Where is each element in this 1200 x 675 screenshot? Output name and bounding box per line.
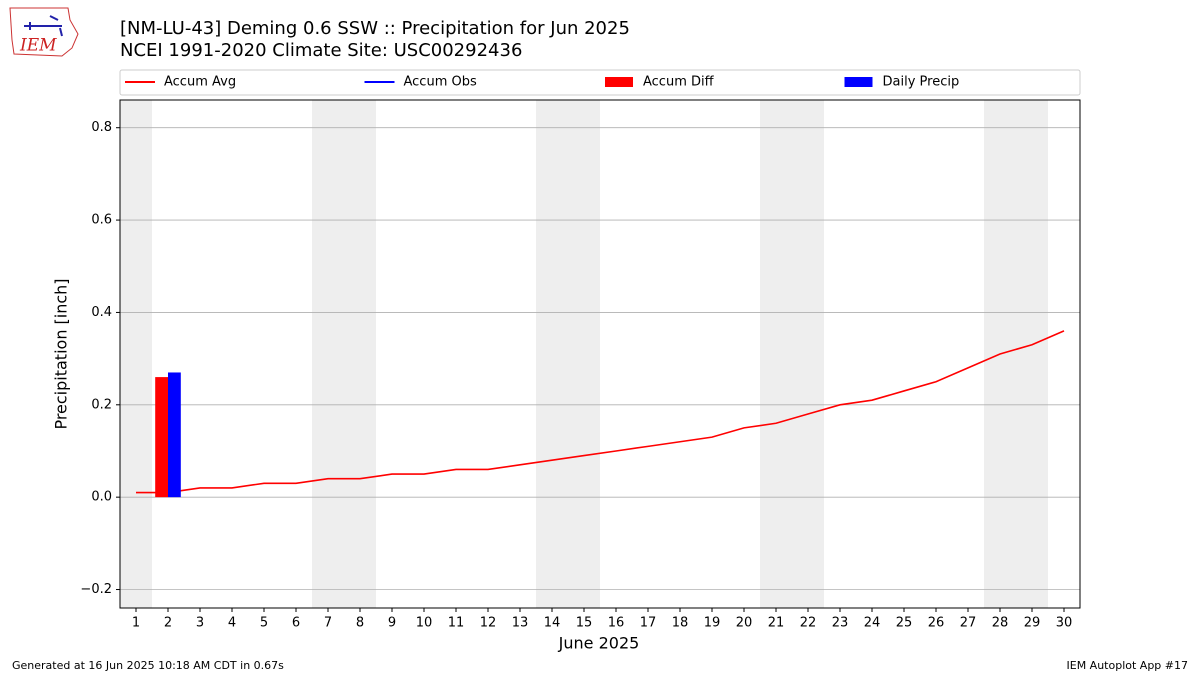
x-tick-label: 25: [896, 616, 913, 631]
x-tick-label: 24: [864, 616, 881, 631]
x-tick-label: 1: [132, 616, 140, 631]
y-tick-label: 0.6: [91, 213, 112, 228]
x-tick-label: 16: [608, 616, 625, 631]
bar: [168, 372, 181, 498]
legend-label: Accum Obs: [404, 75, 477, 90]
logo-outline: [9, 7, 79, 57]
x-tick-label: 3: [196, 616, 204, 631]
weekend-shade: [568, 100, 600, 608]
x-tick-label: 15: [576, 616, 593, 631]
x-tick-label: 17: [640, 616, 657, 631]
legend-label: Accum Diff: [643, 75, 715, 90]
plot-frame: [119, 99, 1081, 609]
legend-swatch: [844, 77, 873, 87]
x-tick-label: 10: [416, 616, 433, 631]
weekend-shade: [760, 100, 792, 608]
x-tick-label: 2: [164, 616, 172, 631]
footer-right: IEM Autoplot App #17: [1067, 659, 1189, 672]
x-tick-label: 22: [800, 616, 817, 631]
footer-left: Generated at 16 Jun 2025 10:18 AM CDT in…: [12, 659, 284, 672]
x-axis-label: June 2025: [558, 634, 640, 653]
y-tick-label: 0.8: [91, 120, 112, 135]
x-tick-label: 11: [448, 616, 465, 631]
x-tick-label: 4: [228, 616, 236, 631]
weekend-shade: [344, 100, 376, 608]
x-tick-label: 18: [672, 616, 689, 631]
legend-label: Accum Avg: [164, 75, 236, 90]
x-tick-label: 30: [1056, 616, 1073, 631]
x-tick-label: 8: [356, 616, 364, 631]
x-tick-label: 7: [324, 616, 332, 631]
x-tick-label: 23: [832, 616, 849, 631]
x-tick-label: 14: [544, 616, 561, 631]
weekend-shade: [120, 100, 152, 608]
x-tick-label: 13: [512, 616, 529, 631]
x-tick-label: 12: [480, 616, 497, 631]
x-tick-label: 29: [1024, 616, 1041, 631]
logo: IEM: [9, 7, 79, 57]
chart-subtitle: NCEI 1991-2020 Climate Site: USC00292436: [120, 40, 522, 61]
y-tick-label: −0.2: [80, 582, 112, 597]
weekend-shade: [792, 100, 824, 608]
x-tick-label: 26: [928, 616, 945, 631]
x-tick-label: 6: [292, 616, 300, 631]
y-tick-label: 0.2: [91, 397, 112, 412]
x-tick-label: 5: [260, 616, 268, 631]
y-tick-label: 0.0: [91, 490, 112, 505]
weekend-shade: [1016, 100, 1048, 608]
weekend-shade: [312, 100, 344, 608]
x-tick-label: 21: [768, 616, 785, 631]
legend-box: [119, 69, 1081, 96]
legend-swatch: [605, 77, 633, 87]
x-tick-label: 27: [960, 616, 977, 631]
line-series: [136, 330, 1065, 494]
x-tick-label: 9: [388, 616, 396, 631]
weekend-shade: [536, 100, 568, 608]
x-tick-label: 28: [992, 616, 1009, 631]
y-axis-label: Precipitation [inch]: [52, 278, 71, 429]
logo-text: IEM: [19, 36, 57, 56]
y-tick-label: 0.4: [91, 305, 112, 320]
logo-icons: [24, 15, 63, 37]
chart-title: [NM-LU-43] Deming 0.6 SSW :: Precipitati…: [120, 18, 630, 39]
bar: [155, 377, 168, 498]
x-tick-label: 20: [736, 616, 753, 631]
x-tick-label: 19: [704, 616, 721, 631]
legend-label: Daily Precip: [883, 75, 960, 90]
